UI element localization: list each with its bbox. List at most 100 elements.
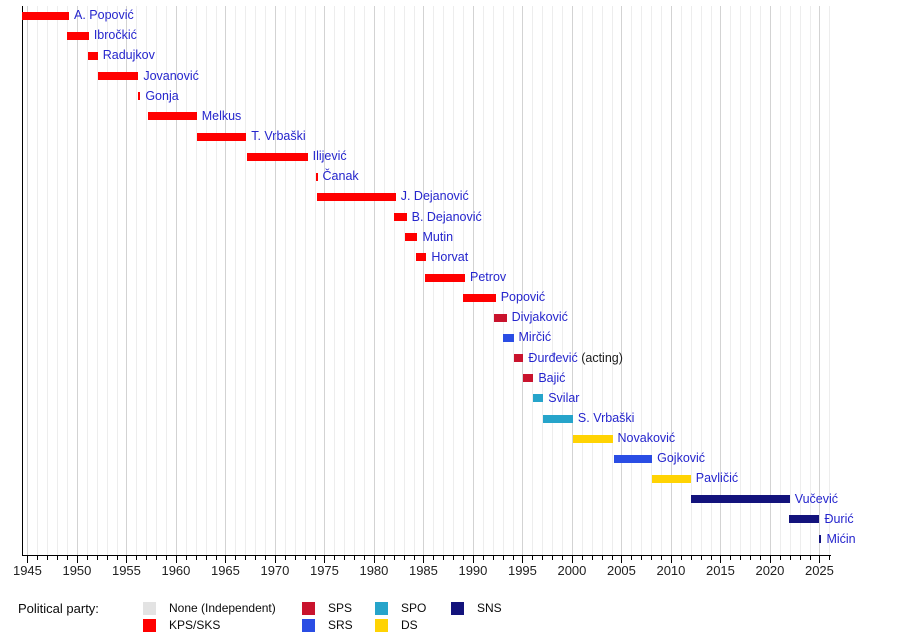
gridline	[750, 6, 752, 555]
axis-tick	[106, 556, 108, 560]
axis-tick	[136, 556, 138, 560]
gridline	[631, 6, 633, 555]
term-bar	[788, 515, 820, 524]
mayor-name-label: J. Dejanović	[401, 189, 469, 204]
axis-tick	[730, 556, 732, 560]
axis-tick	[47, 556, 49, 560]
gridline	[413, 6, 415, 555]
legend-swatch	[451, 602, 464, 615]
gridline	[185, 6, 187, 555]
legend-swatch	[375, 618, 388, 632]
mayor-name: Pavličić	[695, 471, 739, 486]
gridline	[86, 6, 88, 555]
axis-tick-label: 1995	[507, 563, 537, 578]
axis-tick	[492, 556, 494, 560]
axis-tick	[631, 556, 633, 560]
mayor-name: Melkus	[201, 108, 242, 123]
mayor-name-label: Đurđević (acting)	[528, 351, 622, 366]
mayor-name: Petrov	[470, 270, 507, 285]
gridline	[720, 6, 722, 555]
axis-tick	[116, 556, 118, 560]
gridline	[146, 6, 148, 555]
gridline	[37, 6, 39, 555]
axis-tick	[225, 556, 227, 563]
mayor-name-label: Ibročkić	[94, 28, 137, 43]
axis-tick	[769, 556, 771, 563]
axis-tick	[433, 556, 435, 560]
gridline	[205, 6, 207, 555]
mayor-name: Bajić	[538, 370, 566, 385]
mayor-name: Mutin	[422, 229, 454, 244]
gridline	[562, 6, 564, 555]
mayor-name-label: A. Popović	[74, 8, 134, 23]
gridline	[126, 6, 128, 555]
axis-tick-label: 2005	[606, 563, 636, 578]
term-bar	[819, 535, 822, 544]
axis-tick-label: 1980	[359, 563, 389, 578]
axis-tick-label: 2010	[656, 563, 686, 578]
term-bar	[690, 495, 790, 504]
gridline	[166, 6, 168, 555]
mayor-name-label: Vučević	[795, 492, 838, 507]
term-bar	[652, 474, 691, 483]
mayor-name-label: Pavličić	[696, 471, 738, 486]
axis-tick	[472, 556, 474, 563]
gridline	[373, 6, 375, 555]
axis-tick	[274, 556, 276, 563]
axis-tick	[512, 556, 514, 560]
axis-tick-label: 2015	[705, 563, 735, 578]
axis-tick	[502, 556, 504, 560]
gridline	[294, 6, 296, 555]
axis-tick	[779, 556, 781, 560]
term-bar	[572, 434, 613, 443]
term-bar	[613, 454, 653, 463]
axis-tick	[364, 556, 366, 560]
mayor-name-label: Radujkov	[103, 48, 155, 63]
axis-tick	[255, 556, 257, 560]
gridline	[304, 6, 306, 555]
axis-tick-label: 1985	[408, 563, 438, 578]
axis-tick	[463, 556, 465, 560]
axis-tick	[393, 556, 395, 560]
gridline	[760, 6, 762, 555]
gridline	[581, 6, 583, 555]
legend-item-label: SRS	[328, 617, 353, 632]
term-bar	[533, 394, 544, 403]
term-bar	[415, 253, 427, 262]
legend-title: Political party:	[18, 601, 99, 616]
mayor-name: J. Dejanović	[400, 189, 469, 204]
mayor-name: Popović	[500, 290, 546, 305]
mayor-name-label: T. Vrbaški	[251, 129, 305, 144]
axis-tick	[314, 556, 316, 560]
gridline	[532, 6, 534, 555]
mayor-name: Gojković	[657, 451, 706, 466]
axis-tick	[354, 556, 356, 560]
mayor-name-label: Novaković	[618, 431, 676, 446]
axis-tick	[651, 556, 653, 560]
axis-tick	[591, 556, 593, 560]
gridline	[175, 6, 177, 555]
mayor-name-label: Đurić	[824, 512, 853, 527]
gridline	[621, 6, 623, 555]
axis-tick	[235, 556, 237, 560]
gridline	[670, 6, 672, 555]
gridline	[611, 6, 613, 555]
axis-tick	[245, 556, 247, 560]
gridline	[116, 6, 118, 555]
gridline	[57, 6, 59, 555]
mayor-name-label: Gonja	[145, 89, 178, 104]
axis-tick	[373, 556, 375, 563]
axis-tick	[482, 556, 484, 560]
mayor-name: Mićin	[826, 531, 856, 546]
legend-swatch	[143, 602, 156, 615]
axis-tick-label: 1970	[260, 563, 290, 578]
axis-tick	[37, 556, 39, 560]
gridline	[284, 6, 286, 555]
gridline	[651, 6, 653, 555]
axis-tick	[344, 556, 346, 560]
mayor-name: Gonja	[145, 88, 179, 103]
term-bar	[493, 313, 507, 322]
term-bar	[316, 192, 396, 201]
term-bar	[315, 172, 318, 181]
term-bar	[148, 112, 197, 121]
